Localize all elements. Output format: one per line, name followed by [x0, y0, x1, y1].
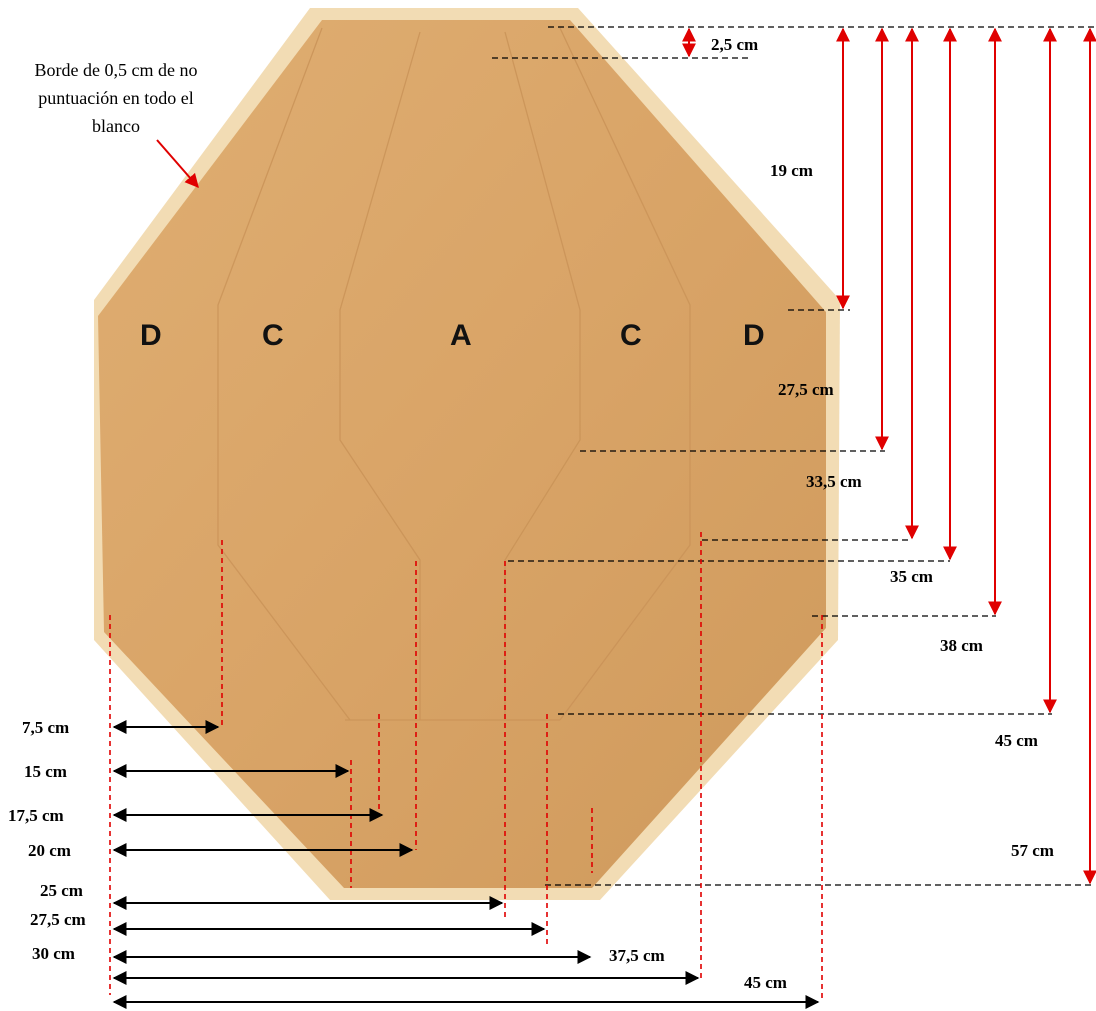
target-board — [98, 20, 826, 888]
dim-hlabel-30: 30 cm — [32, 944, 75, 963]
dim-hlabel-17-5: 17,5 cm — [8, 806, 64, 825]
dim-label-45: 45 cm — [995, 731, 1038, 750]
border-note-line-1: Borde de 0,5 cm de no — [35, 60, 198, 80]
zone-labels: D C A C D — [140, 319, 765, 352]
zone-label-c-left: C — [262, 319, 284, 352]
dim-hlabel-37-5: 37,5 cm — [609, 946, 665, 965]
zone-label-c-right: C — [620, 319, 642, 352]
border-note-arrow — [156, 139, 199, 189]
octagon-target: D C A C D — [94, 8, 840, 900]
dim-label-35: 35 cm — [890, 567, 933, 586]
zone-label-d-left: D — [140, 319, 162, 352]
dim-hlabel-45: 45 cm — [744, 973, 787, 992]
zone-label-a: A — [450, 319, 472, 352]
dim-hlabel-7-5: 7,5 cm — [22, 718, 69, 737]
dim-label-27-5: 27,5 cm — [778, 380, 834, 399]
horizontal-dimensions: 7,5 cm 15 cm 17,5 cm 20 cm 25 cm 27,5 cm… — [8, 532, 823, 1009]
zone-lines — [217, 27, 691, 721]
border-note-line-3: blanco — [92, 116, 140, 136]
dim-label-19: 19 cm — [770, 161, 813, 180]
dim-label-38: 38 cm — [940, 636, 983, 655]
border-note: Borde de 0,5 cm de no puntuación en todo… — [35, 60, 199, 189]
dim-label-2-5: 2,5 cm — [711, 35, 758, 54]
zone-label-d-right: D — [743, 319, 765, 352]
vertical-dimensions: 2,5 cm 19 cm 27,5 cm 33,5 cm 35 cm 38 cm… — [492, 26, 1096, 886]
border-note-line-2: puntuación en todo el — [38, 88, 193, 108]
dim-label-33-5: 33,5 cm — [806, 472, 862, 491]
dim-hlabel-25: 25 cm — [40, 881, 83, 900]
dim-hlabel-15: 15 cm — [24, 762, 67, 781]
dim-hlabel-20: 20 cm — [28, 841, 71, 860]
dim-hlabel-27-5: 27,5 cm — [30, 910, 86, 929]
dim-label-57: 57 cm — [1011, 841, 1054, 860]
